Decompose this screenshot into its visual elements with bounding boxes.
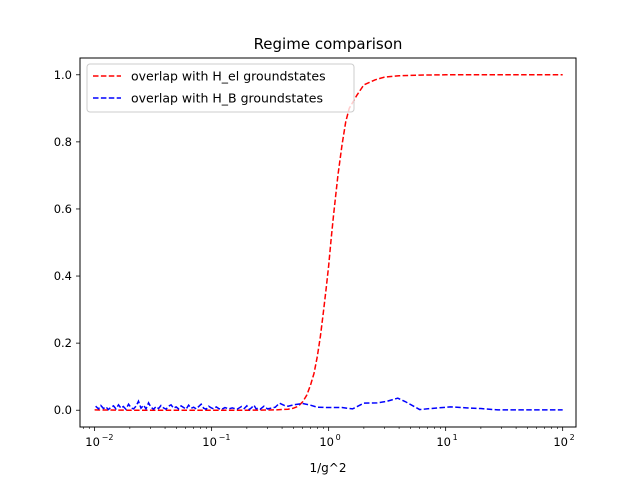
x-tick-label-0: 10 [85,435,100,449]
y-tick-label-2: 0.4 [54,269,72,283]
x-tick-exp-4: 2 [570,433,575,442]
x-tick-exp-1: −1 [219,433,231,442]
x-tick-label-4: 10 [553,435,568,449]
legend-box [86,63,355,113]
y-tick-label-1: 0.2 [54,336,72,350]
x-tick-exp-2: 0 [336,433,341,442]
legend-label-1: overlap with H_B groundstates [131,91,323,106]
y-tick-label-4: 0.8 [54,135,72,149]
x-axis-label: 1/g^2 [310,461,347,475]
x-tick-exp-0: −2 [102,433,114,442]
plot-frame [79,57,577,428]
series-line-1 [95,397,563,411]
x-tick-label-3: 10 [436,435,451,449]
legend-label-0: overlap with H_el groundstates [131,69,326,84]
legend: overlap with H_el groundstates overlap wi… [86,63,355,113]
x-tick-label-2: 10 [319,435,334,449]
x-tick-exp-3: 1 [453,433,458,442]
series-line-0 [94,74,563,411]
y-tick-label-3: 0.6 [54,202,72,216]
chart-title: Regime comparison [254,35,403,53]
y-tick-label-5: 1.0 [54,68,72,82]
y-tick-label-0: 0.0 [54,403,72,417]
x-tick-label-1: 10 [202,435,217,449]
